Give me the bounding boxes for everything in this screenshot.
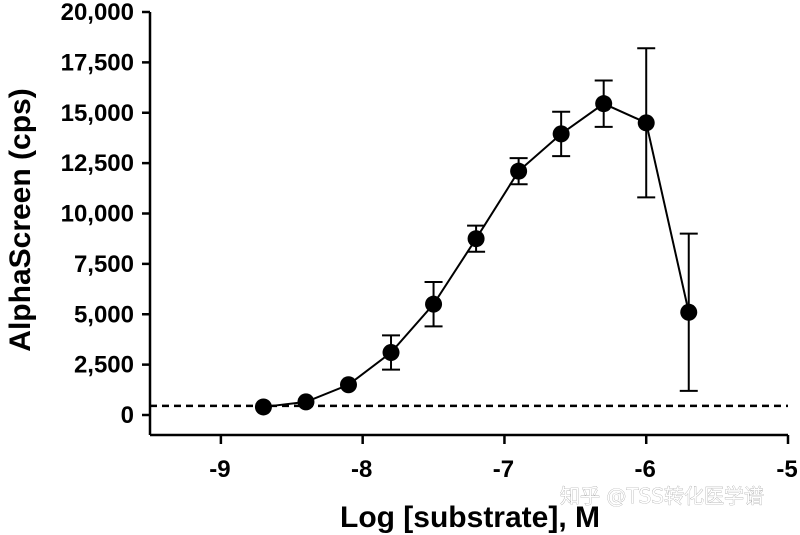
data-point bbox=[382, 344, 400, 362]
data-point bbox=[637, 114, 655, 132]
y-ticks: 0 2,500 5,000 7,500 10,000 12,500 15,000 17,500… bbox=[61, 0, 150, 429]
y-tick-label: 7,500 bbox=[74, 251, 134, 278]
x-axis-title: Log [substrate], M bbox=[340, 501, 600, 534]
series-line bbox=[263, 102, 690, 408]
y-tick-label: 0 bbox=[121, 402, 134, 429]
y-axis-title: AlphaScreen (cps) bbox=[4, 88, 37, 351]
data-point bbox=[510, 162, 528, 180]
watermark-text: 知乎 @TSS转化医学谱 bbox=[560, 484, 764, 508]
x-tick-label: -9 bbox=[209, 456, 230, 483]
x-ticks: -9 -8 -7 -6 -5 bbox=[209, 435, 798, 483]
data-point bbox=[297, 393, 315, 411]
data-point bbox=[339, 376, 357, 394]
data-points bbox=[254, 95, 698, 416]
y-tick-label: 20,000 bbox=[61, 0, 134, 26]
error-bars bbox=[382, 47, 698, 392]
axes bbox=[148, 12, 788, 437]
data-point bbox=[425, 295, 443, 313]
data-point bbox=[595, 95, 613, 113]
data-point bbox=[680, 303, 698, 321]
x-tick-label: -5 bbox=[776, 456, 797, 483]
x-tick-label: -7 bbox=[493, 456, 514, 483]
y-tick-label: 2,500 bbox=[74, 352, 134, 379]
y-tick-label: 17,500 bbox=[61, 49, 134, 76]
data-point bbox=[254, 398, 272, 416]
x-tick-label: -6 bbox=[635, 456, 656, 483]
y-tick-label: 12,500 bbox=[61, 150, 134, 177]
y-tick-label: 15,000 bbox=[61, 100, 134, 127]
data-point bbox=[552, 125, 570, 143]
x-tick-label: -8 bbox=[351, 456, 372, 483]
y-tick-label: 10,000 bbox=[61, 201, 134, 228]
data-point bbox=[467, 230, 485, 248]
y-tick-label: 5,000 bbox=[74, 301, 134, 328]
